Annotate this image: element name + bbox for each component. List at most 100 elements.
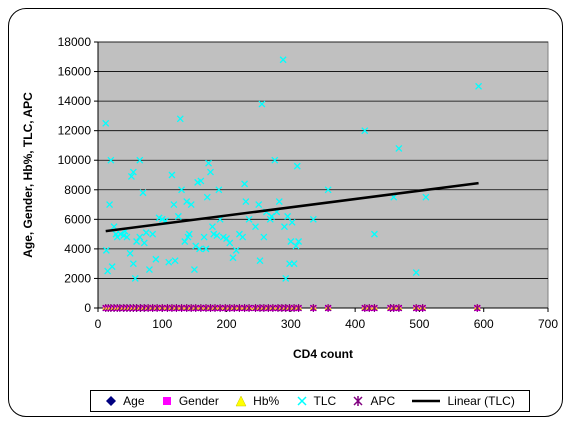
plot-area (97, 41, 549, 309)
apc-point (324, 304, 332, 312)
tlc-point (187, 201, 195, 209)
tlc-point (241, 180, 249, 188)
x-tick-label: 200 (217, 317, 237, 331)
legend-item-linear-tlc: Linear (TLC) (411, 394, 515, 408)
x-axis-title: CD4 count (293, 347, 353, 361)
tlc-point (258, 100, 266, 108)
y-axis-ticks: 0 2000 4000 6000 8000 10000 12000 14000 16000 180… (58, 35, 98, 315)
tlc-point (213, 232, 221, 240)
tlc-point (242, 198, 250, 206)
apc-point (245, 304, 253, 312)
line-marker-icon (412, 399, 441, 403)
tlc-point (200, 233, 208, 241)
apc-point (473, 304, 481, 312)
tlc-point (165, 258, 173, 266)
y-tick-label: 8000 (64, 183, 91, 197)
y-tick-label: 6000 (64, 212, 91, 226)
tlc-point (178, 186, 186, 194)
tlc-point (271, 156, 279, 164)
legend-item-hb: Hb% (235, 394, 279, 408)
tlc-point (102, 246, 110, 254)
tlc-point (280, 223, 288, 231)
y-tick-label: 12000 (58, 124, 92, 138)
tlc-point (288, 218, 296, 226)
tlc-point (174, 212, 182, 220)
tlc-point (293, 162, 301, 170)
tlc-point (129, 168, 137, 176)
tlc-point (292, 242, 300, 250)
tlc-point (279, 56, 287, 64)
tlc-point (202, 245, 210, 253)
tlc-point (183, 198, 191, 206)
y-tick-label: 14000 (58, 94, 92, 108)
tlc-point (245, 215, 253, 223)
tlc-point (129, 260, 137, 268)
legend-label-linear-tlc: Linear (TLC) (447, 394, 515, 408)
tlc-point (106, 201, 114, 209)
tlc-point (139, 189, 147, 197)
y-tick-label: 16000 (58, 65, 92, 79)
triangle-marker-icon (235, 395, 247, 407)
tlc-point (168, 171, 176, 179)
tlc-point (131, 274, 139, 282)
tlc-point (309, 215, 317, 223)
tlc-point (395, 144, 403, 152)
tlc-point (252, 223, 259, 231)
tlc-point (197, 177, 205, 185)
tlc-point (282, 274, 290, 282)
apc-point (412, 304, 420, 312)
tlc-point (324, 186, 332, 194)
tlc-point (284, 212, 292, 220)
tlc-point (229, 254, 237, 262)
legend-item-gender: Gender (161, 394, 219, 408)
tlc-point (290, 260, 298, 268)
tlc-series (102, 56, 483, 282)
y-tick-label: 2000 (64, 271, 91, 285)
apc-point (395, 304, 403, 312)
diamond-marker-icon (106, 396, 117, 406)
x-tick-label: 100 (152, 317, 172, 331)
tlc-point (133, 238, 141, 245)
y-tick-label: 10000 (58, 153, 92, 167)
tlc-point (260, 233, 268, 241)
legend-item-age: Age (105, 394, 145, 408)
legend-label-gender: Gender (178, 394, 219, 408)
apc-point (295, 304, 302, 312)
tlc-point (126, 249, 134, 257)
low-value-series (102, 304, 481, 312)
tlc-point (149, 230, 157, 238)
tlc-point (223, 235, 231, 243)
tlc-point (239, 233, 247, 241)
legend-label-tlc: TLC (313, 394, 337, 408)
x-tick-label: 600 (474, 317, 494, 331)
tlc-point (196, 245, 204, 253)
tlc-point (207, 168, 214, 176)
tlc-point (136, 156, 144, 164)
tlc-point (361, 127, 369, 135)
tlc-trendline (105, 181, 479, 233)
x-tick-label: 500 (409, 317, 429, 331)
square-marker-icon (162, 397, 171, 405)
tlc-point (232, 246, 240, 254)
legend-item-apc: APC (352, 394, 395, 408)
tlc-point (127, 173, 135, 180)
tlc-point (208, 223, 216, 231)
x-tick-label: 400 (345, 317, 365, 331)
tlc-point (295, 238, 303, 245)
tlc-point (275, 198, 283, 206)
tlc-point (475, 82, 483, 90)
legend-item-tlc: TLC (296, 394, 337, 408)
tlc-point (181, 238, 189, 245)
tlc-point (256, 257, 264, 265)
apc-point (309, 304, 317, 312)
x-tick-label: 0 (95, 317, 102, 331)
tlc-point (226, 239, 234, 247)
star-marker-icon (353, 396, 364, 406)
tlc-point (190, 266, 198, 274)
tlc-point (203, 193, 211, 201)
y-axis-title: Age, Gender, Hb%, TLC, APC (21, 92, 35, 258)
tlc-point (171, 257, 179, 265)
tlc-point (370, 230, 378, 238)
x-tick-label: 300 (281, 317, 301, 331)
